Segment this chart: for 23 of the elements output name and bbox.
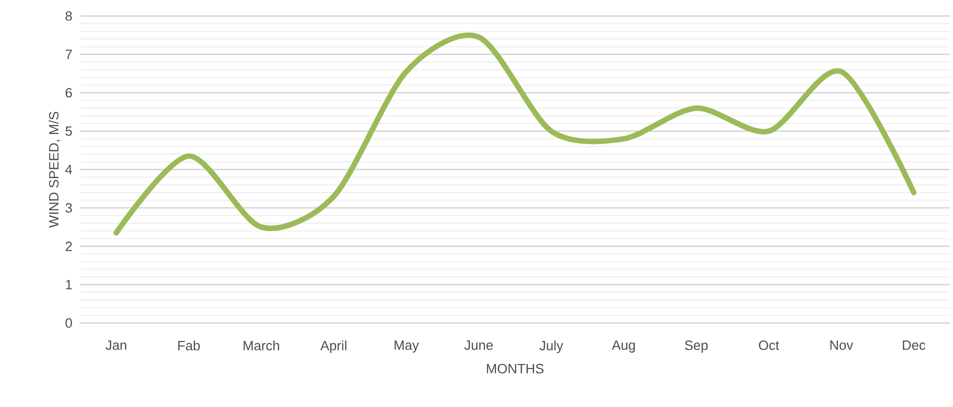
x-tick-label: Nov — [830, 340, 854, 350]
y-tick-label: 4 — [65, 164, 72, 174]
x-tick-label: Sep — [684, 340, 708, 353]
x-tick-label: Jan — [106, 340, 126, 350]
y-tick-label: 8 — [66, 11, 72, 21]
x-tick-label: Dec — [902, 340, 926, 350]
y-tick-label: 6 — [66, 88, 72, 98]
x-tick-label: June — [464, 340, 493, 350]
y-axis-title: WIND SPEED, M/S — [48, 112, 60, 228]
y-tick-label: 2 — [66, 242, 72, 251]
x-axis-title: MONTHS — [486, 364, 544, 374]
y-tick-label: 0 — [66, 318, 72, 328]
x-tick-label: July — [540, 340, 564, 354]
y-tick-label: 5 — [66, 126, 72, 136]
x-tick-label: April — [320, 340, 346, 354]
x-tick-label: Fab — [178, 340, 200, 350]
y-tick-label: 1 — [66, 280, 72, 290]
x-tick-label: Aug — [612, 340, 635, 353]
y-tick-label: 7 — [66, 50, 72, 60]
x-tick-label: May — [394, 340, 419, 353]
y-tick-label: 3 — [66, 203, 72, 213]
x-tick-label: March — [244, 340, 280, 350]
x-tick-label: Oct — [758, 340, 780, 350]
